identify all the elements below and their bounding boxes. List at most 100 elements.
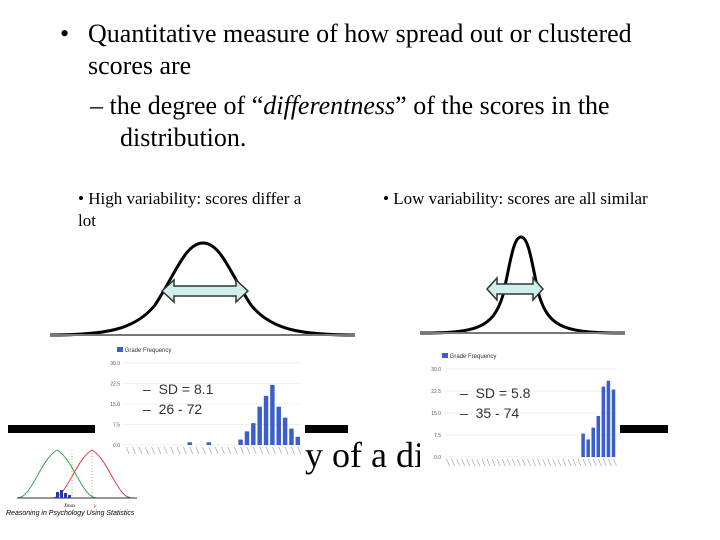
left-hist-x-tick — [284, 446, 289, 455]
left-hist-bar — [244, 431, 250, 445]
left-hist-bar — [257, 406, 262, 445]
narrow-spread-arrow — [485, 276, 545, 302]
left-hist-bar — [206, 442, 212, 445]
left-hist-x-tick — [144, 446, 149, 455]
left-hist-x-tick — [151, 446, 155, 455]
left-hist-x-tick — [246, 446, 251, 455]
right-hist-bar — [591, 427, 596, 457]
left-legend: Grade Frequency — [117, 347, 171, 354]
left-hist-x-tick — [265, 446, 270, 455]
sub-bullet-emphasis: differentness — [263, 91, 396, 120]
mini-label-b: μ — [94, 504, 97, 509]
right-hist-x-tick — [501, 458, 506, 467]
left-hist-x-tick — [176, 446, 181, 455]
legend-swatch — [442, 353, 448, 358]
left-hist-x-tick — [253, 446, 257, 455]
left-hist-x-tick — [202, 446, 206, 455]
sub-bullet-prefix: – the degree of “ — [90, 91, 264, 120]
left-sd-block: – SD = 8.1 – 26 - 72 — [143, 381, 214, 417]
right-hist-x-tick — [552, 458, 557, 467]
left-hist-x-tick — [138, 446, 143, 455]
right-hist-bar — [581, 433, 585, 457]
right-hist-y-tick-label: 7.5 — [434, 433, 441, 439]
wide-spread-arrow — [160, 278, 250, 304]
right-legend: Grade Frequency — [442, 353, 496, 360]
right-hist-x-tick — [506, 458, 511, 467]
right-hist-x-tick — [461, 458, 465, 467]
right-hist-x-tick — [522, 458, 526, 467]
right-range-label: 35 - 74 — [475, 405, 520, 421]
left-range-label: 26 - 72 — [158, 401, 203, 417]
left-hist-bar — [238, 439, 243, 445]
right-hist-x-tick — [476, 458, 481, 467]
left-hist-bar — [276, 406, 281, 445]
right-hist-x-tick — [532, 458, 536, 467]
narrow-normal-curve — [419, 235, 626, 335]
left-hist-x-tick — [291, 446, 295, 455]
left-hist-x-tick — [227, 446, 232, 455]
left-hist-y-tick-label: 30.0 — [110, 361, 120, 367]
right-hist-x-tick — [456, 458, 460, 467]
right-hist-x-tick — [466, 458, 471, 467]
right-hist-x-tick — [547, 458, 551, 467]
left-hist-bar — [295, 436, 301, 445]
left-hist-y-tick-label: 15.0 — [110, 402, 120, 408]
right-hist-bar — [611, 389, 616, 457]
left-hist-x-tick — [278, 446, 283, 455]
right-hist-x-tick — [567, 458, 572, 467]
right-hist-bar — [601, 386, 606, 457]
sub-bullet: – the degree of “differentness” of the s… — [90, 90, 690, 154]
left-hist-x-tick — [157, 446, 162, 455]
right-hist-x-tick — [613, 458, 617, 467]
right-hist-x-tick — [592, 458, 597, 467]
left-hist-x-tick — [221, 446, 225, 455]
footer-text: Reasoning in Psychology Using Statistics — [6, 510, 135, 517]
left-hist-bar — [263, 395, 269, 445]
left-hist-x-tick — [297, 446, 302, 455]
right-hist-x-tick — [603, 458, 607, 467]
main-bullet: • Quantitative measure of how spread out… — [60, 18, 680, 82]
right-hist-bar — [586, 439, 590, 457]
right-hist-x-tick — [471, 458, 476, 467]
right-hist-x-tick — [481, 458, 486, 467]
right-hist-bar — [596, 415, 601, 457]
left-hist-bar — [187, 442, 192, 445]
left-hist-y-tick-label: 7.5 — [113, 423, 120, 429]
high-variability-text: High variability: scores differ a lot — [78, 189, 302, 230]
title-bar-right — [588, 425, 668, 433]
right-legend-label: Grade Frequency — [449, 354, 497, 360]
left-hist-y-tick-label: 22.5 — [110, 382, 120, 388]
left-sd-label: SD = 8.1 — [158, 381, 214, 397]
right-hist-x-tick — [598, 458, 602, 467]
left-hist-bar — [270, 384, 275, 445]
low-variability-text: Low variability: scores are all similar — [393, 189, 648, 208]
left-hist-x-tick — [195, 446, 200, 455]
left-hist-x-tick — [170, 446, 174, 455]
left-hist-x-tick — [164, 446, 168, 455]
right-hist-x-tick — [537, 458, 541, 467]
right-hist-x-tick — [557, 458, 562, 467]
right-hist-y-tick-label: 0.0 — [434, 455, 441, 461]
main-bullet-text: Quantitative measure of how spread out o… — [88, 19, 632, 80]
left-hist-x-tick — [240, 446, 244, 455]
left-hist-x-tick — [125, 446, 130, 455]
slide-title-fragment: y of a di — [305, 435, 424, 475]
left-histogram: Grade Frequency 30.0 22.5 15.0 7.5 0.0 – SD … — [95, 345, 305, 465]
left-histogram-plot: 30.0 22.5 15.0 7.5 0.0 — [110, 361, 302, 455]
right-hist-x-tick — [491, 458, 496, 467]
left-hist-y-tick-label: 0.0 — [113, 443, 120, 449]
right-sd-block: – SD = 5.8 – 35 - 74 — [460, 385, 531, 421]
left-hist-x-tick — [208, 446, 213, 455]
right-hist-x-tick — [572, 458, 577, 467]
left-hist-x-tick — [272, 446, 276, 455]
left-hist-x-tick — [233, 446, 238, 455]
mini-distributions: Xmax μ — [16, 449, 137, 509]
mini-label-a: Xmax — [63, 504, 76, 509]
right-hist-x-tick — [608, 458, 612, 467]
right-hist-x-tick — [577, 458, 582, 467]
right-hist-bar — [606, 380, 611, 457]
sub-bullet-suffix: ” of the scores in the distribution. — [120, 91, 610, 152]
right-hist-x-tick — [512, 458, 516, 467]
right-hist-y-tick-label: 15.0 — [431, 411, 441, 417]
right-hist-x-tick — [451, 458, 455, 467]
